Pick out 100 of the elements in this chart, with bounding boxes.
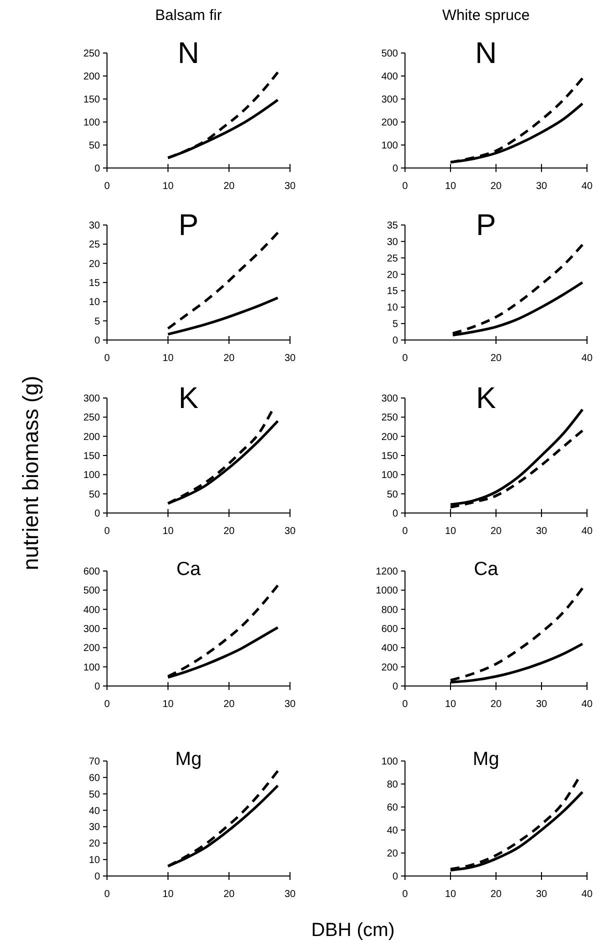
chart-title: Mg: [472, 749, 500, 770]
y-tick-label: 100: [381, 140, 398, 152]
y-tick-label: 0: [392, 336, 398, 346]
y-tick-label: 0: [94, 682, 100, 692]
x-tick-label: 10: [444, 699, 456, 710]
x-tick-label: 20: [490, 526, 502, 537]
y-tick-label: 10: [386, 302, 398, 314]
y-tick-label: 50: [386, 489, 398, 500]
chart-title: N: [475, 37, 497, 70]
x-tick-label: 20: [223, 526, 235, 537]
y-tick-label: 500: [381, 48, 398, 60]
y-tick-label: 200: [381, 118, 398, 128]
x-tick-label: 20: [223, 353, 235, 364]
y-tick-label: 0: [392, 164, 398, 174]
x-tick-label: 0: [104, 353, 110, 364]
x-tick-label: 20: [490, 889, 502, 900]
x-tick-label: 0: [402, 353, 408, 364]
y-tick-label: 40: [88, 806, 100, 817]
chart-title: Ca: [176, 559, 202, 580]
y-tick-label: 25: [88, 240, 100, 251]
y-tick-label: 800: [381, 604, 398, 616]
y-tick-label: 1000: [376, 586, 398, 597]
y-tick-label: 10: [88, 855, 100, 866]
x-tick-label: 30: [536, 526, 548, 537]
x-tick-label: 20: [223, 699, 235, 710]
y-tick-label: 400: [83, 604, 100, 616]
x-tick-label: 30: [536, 699, 548, 710]
x-tick-label: 0: [104, 181, 110, 192]
y-tick-label: 150: [83, 451, 100, 462]
x-tick-label: 10: [444, 526, 456, 537]
y-tick-label: 0: [94, 872, 100, 882]
text: Balsam fir: [155, 7, 222, 24]
y-tick-label: 100: [381, 470, 398, 482]
y-tick-label: 0: [94, 508, 100, 520]
x-tick-label: 30: [284, 181, 296, 192]
y-tick-label: 15: [88, 278, 100, 289]
y-tick-label: 1200: [376, 566, 398, 578]
x-tick-label: 0: [104, 699, 110, 710]
x-tick-label: 0: [104, 889, 110, 900]
y-tick-label: 100: [83, 470, 100, 482]
y-tick-label: 60: [88, 772, 100, 784]
y-tick-label: 200: [83, 432, 100, 443]
x-tick-label: 20: [223, 889, 235, 900]
y-tick-label: 200: [83, 72, 100, 82]
chart-title: K: [476, 382, 496, 415]
y-tick-label: 0: [94, 164, 100, 174]
x-tick-label: 20: [490, 353, 502, 364]
chart-title: Ca: [474, 559, 499, 580]
y-tick-label: 10: [88, 297, 100, 308]
x-tick-label: 40: [581, 889, 593, 900]
y-tick-label: 400: [381, 72, 398, 82]
x-tick-label: 0: [402, 526, 408, 537]
y-tick-label: 25: [386, 253, 398, 264]
x-tick-label: 40: [581, 699, 593, 710]
y-tick-label: 300: [83, 394, 100, 404]
x-tick-label: 0: [402, 181, 408, 192]
x-tick-label: 10: [444, 889, 456, 900]
y-tick-label: 250: [83, 412, 100, 424]
line-series: [449, 408, 584, 506]
x-tick-label: 0: [402, 889, 408, 900]
y-tick-label: 200: [381, 662, 398, 674]
y-tick-label: 0: [94, 336, 100, 346]
x-tick-label: 30: [284, 699, 296, 710]
y-tick-label: 300: [381, 394, 398, 404]
x-tick-label: 40: [581, 353, 593, 364]
y-tick-label: 50: [88, 489, 100, 500]
x-tick-label: 30: [536, 181, 548, 192]
y-tick-label: 0: [392, 508, 398, 520]
x-tick-label: 30: [284, 526, 296, 537]
y-tick-label: 20: [386, 848, 398, 860]
y-axis-title: nutrient biomass (g): [18, 376, 43, 570]
x-tick-label: 30: [536, 889, 548, 900]
y-tick-label: 80: [386, 780, 398, 790]
y-tick-label: 300: [381, 94, 398, 106]
y-tick-label: 30: [88, 220, 100, 232]
y-tick-label: 600: [83, 566, 100, 578]
y-tick-label: 150: [381, 451, 398, 462]
y-tick-label: 150: [83, 94, 100, 106]
text: White spruce: [442, 7, 530, 24]
y-tick-label: 300: [83, 624, 100, 635]
x-tick-label: 30: [284, 353, 296, 364]
y-tick-label: 20: [88, 838, 100, 850]
y-tick-label: 30: [386, 236, 398, 248]
y-tick-label: 40: [386, 826, 398, 836]
x-tick-label: 40: [581, 526, 593, 537]
y-tick-label: 5: [392, 319, 398, 330]
y-tick-label: 200: [83, 643, 100, 654]
chart-title: Mg: [175, 749, 202, 770]
x-tick-label: 10: [162, 353, 174, 364]
x-tick-label: 0: [104, 526, 110, 537]
x-tick-label: 20: [490, 699, 502, 710]
y-tick-label: 20: [386, 270, 398, 281]
chart-title: P: [476, 209, 496, 242]
x-tick-label: 30: [284, 889, 296, 900]
x-tick-label: 10: [162, 181, 174, 192]
y-tick-label: 100: [381, 756, 398, 768]
y-tick-label: 0: [392, 872, 398, 882]
y-tick-label: 0: [392, 682, 398, 692]
y-tick-label: 60: [386, 802, 398, 814]
y-tick-label: 600: [381, 624, 398, 635]
